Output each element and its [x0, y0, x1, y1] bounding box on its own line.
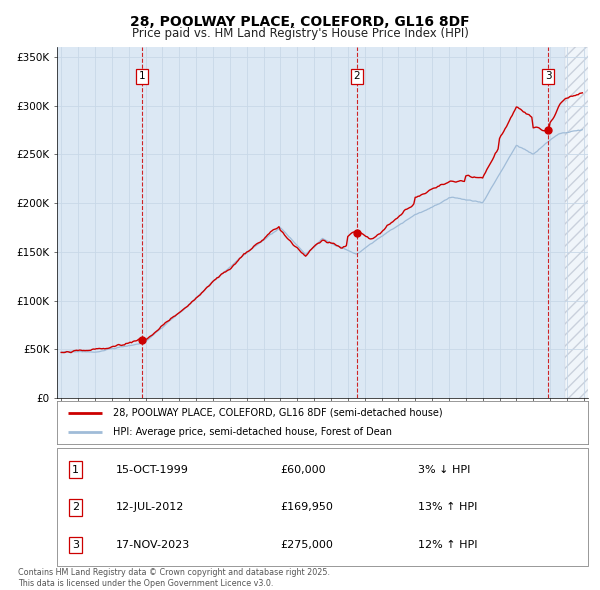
Text: 3: 3	[545, 71, 551, 81]
Text: £275,000: £275,000	[280, 540, 333, 550]
Bar	[565, 47, 592, 398]
Text: 13% ↑ HPI: 13% ↑ HPI	[418, 503, 478, 512]
Text: 12-JUL-2012: 12-JUL-2012	[115, 503, 184, 512]
Text: 3% ↓ HPI: 3% ↓ HPI	[418, 465, 470, 474]
Text: 1: 1	[139, 71, 145, 81]
Text: 28, POOLWAY PLACE, COLEFORD, GL16 8DF (semi-detached house): 28, POOLWAY PLACE, COLEFORD, GL16 8DF (s…	[113, 408, 442, 418]
Text: 12% ↑ HPI: 12% ↑ HPI	[418, 540, 478, 550]
Text: 17-NOV-2023: 17-NOV-2023	[115, 540, 190, 550]
Text: Price paid vs. HM Land Registry's House Price Index (HPI): Price paid vs. HM Land Registry's House …	[131, 27, 469, 40]
Text: 15-OCT-1999: 15-OCT-1999	[115, 465, 188, 474]
Text: 2: 2	[353, 71, 360, 81]
Text: HPI: Average price, semi-detached house, Forest of Dean: HPI: Average price, semi-detached house,…	[113, 427, 392, 437]
Text: £60,000: £60,000	[280, 465, 326, 474]
Text: 3: 3	[72, 540, 79, 550]
Text: 2: 2	[72, 503, 79, 512]
Text: £169,950: £169,950	[280, 503, 333, 512]
Bar	[565, 47, 592, 398]
Text: Contains HM Land Registry data © Crown copyright and database right 2025.
This d: Contains HM Land Registry data © Crown c…	[18, 568, 330, 588]
Text: 28, POOLWAY PLACE, COLEFORD, GL16 8DF: 28, POOLWAY PLACE, COLEFORD, GL16 8DF	[130, 15, 470, 29]
Text: 1: 1	[72, 465, 79, 474]
